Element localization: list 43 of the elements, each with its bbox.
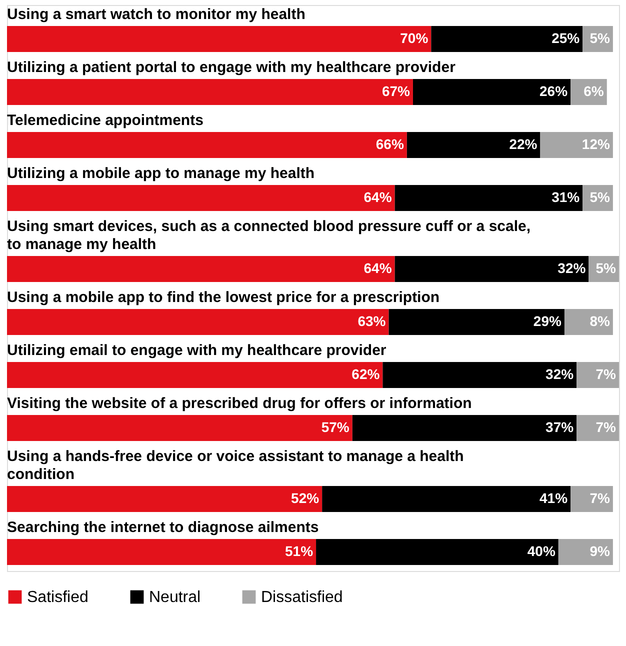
y-tick-label: Utilizing email to engage with my healthcare provider (7, 342, 386, 359)
data-label: 37% (546, 419, 574, 435)
data-label: 7% (590, 490, 610, 506)
data-label: 63% (358, 313, 386, 329)
data-label: 31% (552, 189, 580, 205)
legend-label: Dissatisfied (261, 589, 343, 606)
data-label: 62% (352, 366, 380, 382)
data-label: 66% (376, 136, 404, 152)
data-label: 64% (364, 260, 392, 276)
data-label: 70% (400, 30, 429, 46)
data-label: 25% (552, 30, 580, 46)
data-label: 67% (382, 83, 411, 99)
data-label: 40% (527, 543, 556, 559)
y-tick-label: Using smart devices, such as a connected blood pressure cuff or a scale, to manage my health (7, 218, 531, 253)
y-tick-label: Using a mobile app to find the lowest price for a prescription (7, 289, 440, 306)
data-label: 26% (539, 83, 568, 99)
data-label: 32% (546, 366, 574, 382)
data-label: 5% (590, 189, 610, 205)
y-tick-label: Utilizing a mobile app to manage my health (7, 165, 315, 182)
y-tick-label: Using a hands-free device or voice assistant to manage a health condition (7, 448, 464, 483)
y-tick-label: Utilizing a patient portal to engage with my healthcare provider (7, 59, 456, 76)
data-label: 7% (596, 366, 617, 382)
y-tick-label: Visiting the website of a prescribed drug for offers or information (7, 395, 472, 412)
data-label: 8% (590, 313, 610, 329)
data-label: 7% (596, 419, 617, 435)
data-label: 57% (321, 419, 350, 435)
legend-label: Neutral (149, 589, 201, 606)
y-tick-label: Telemedicine appointments (7, 112, 204, 129)
data-label: 22% (509, 136, 538, 152)
data-label: 52% (291, 490, 320, 506)
data-label: 5% (590, 30, 610, 46)
data-label: 6% (584, 83, 604, 99)
data-label: 64% (364, 189, 392, 205)
data-label: 5% (596, 260, 617, 276)
legend-label: Satisfied (27, 589, 88, 606)
y-tick-label: Searching the internet to diagnose ailments (7, 519, 319, 536)
data-label: 9% (590, 543, 610, 559)
y-tick-label: Using a smart watch to monitor my health (7, 6, 306, 23)
data-label: 12% (582, 136, 610, 152)
data-label: 29% (533, 313, 562, 329)
data-label: 32% (558, 260, 586, 276)
data-label: 41% (539, 490, 568, 506)
data-label: 51% (285, 543, 314, 559)
